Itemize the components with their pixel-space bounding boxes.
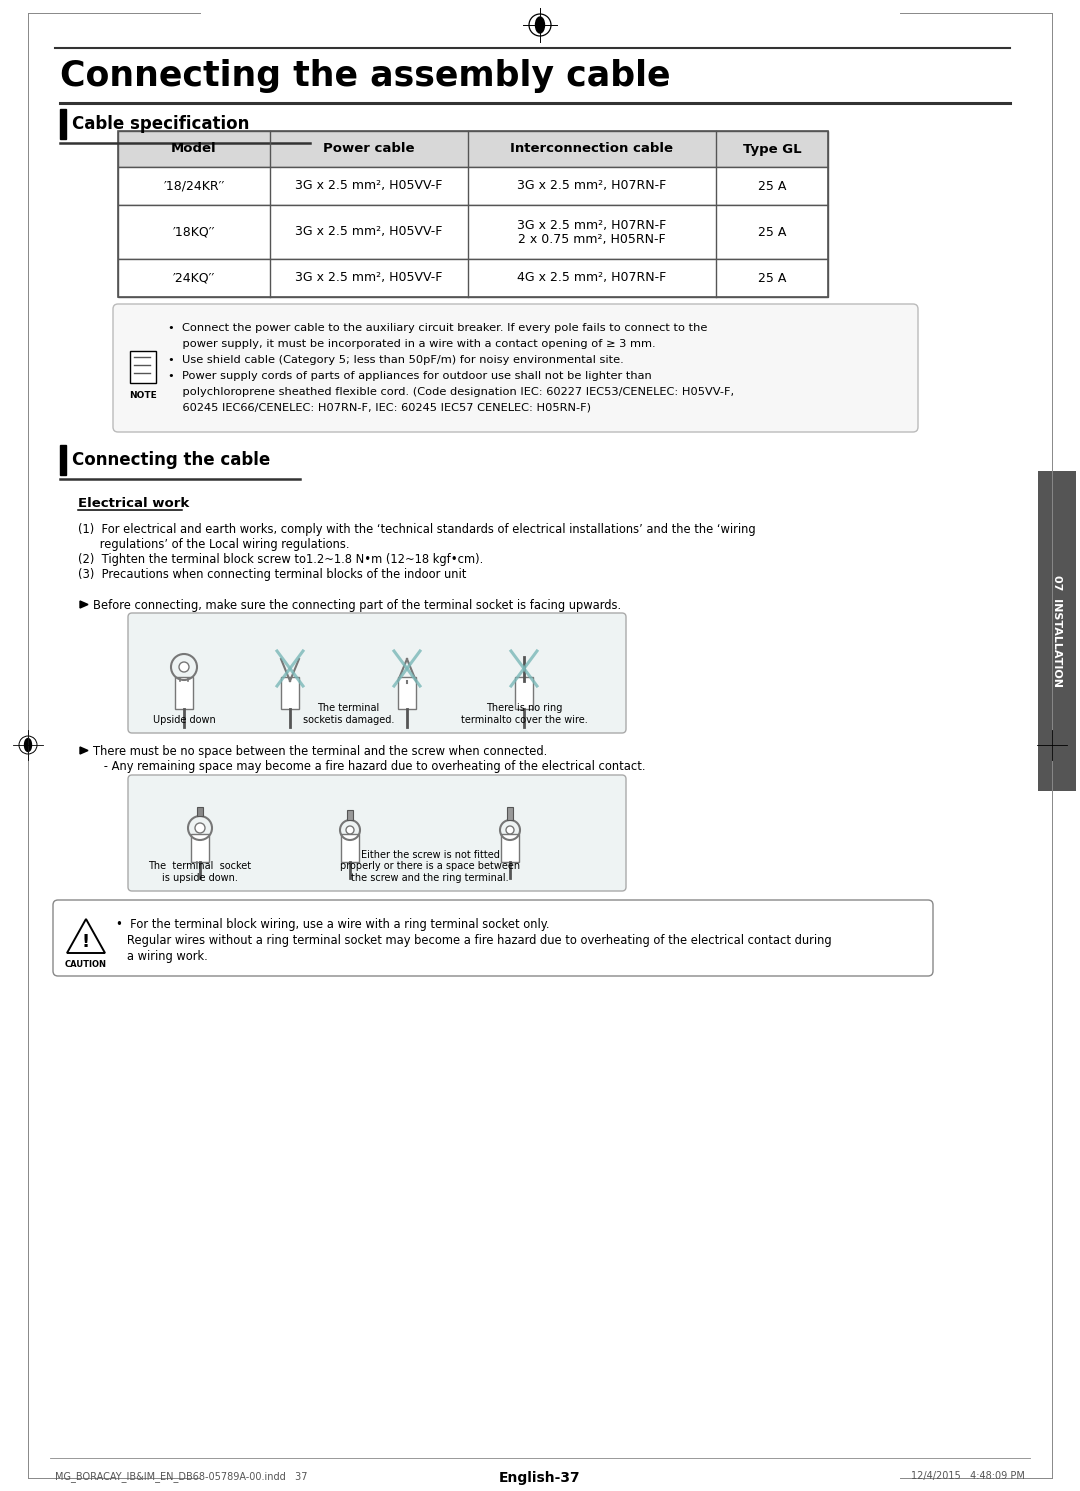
Bar [60, 109, 66, 139]
Text: 25 A: 25 A [758, 179, 786, 192]
Bar [399, 677, 416, 710]
FancyBboxPatch shape [113, 304, 918, 432]
Bar [118, 167, 828, 204]
Text: •  Power supply cords of parts of appliances for outdoor use shall not be lighte: • Power supply cords of parts of applian… [168, 371, 651, 382]
Text: ′24KQ′′: ′24KQ′′ [173, 271, 215, 285]
Bar [507, 807, 513, 820]
Text: ′18/24KR′′: ′18/24KR′′ [163, 179, 225, 192]
Text: 2 x 0.75 mm², H05RN-F: 2 x 0.75 mm², H05RN-F [518, 233, 665, 246]
Circle shape [195, 823, 205, 833]
Circle shape [179, 662, 189, 672]
Text: polychloroprene sheathed flexible cord. (Code designation IEC: 60227 IEC53/CENEL: polychloroprene sheathed flexible cord. … [168, 388, 734, 397]
Ellipse shape [536, 16, 544, 33]
Text: Connecting the assembly cable: Connecting the assembly cable [60, 60, 671, 92]
Text: 3G x 2.5 mm², H05VV-F: 3G x 2.5 mm², H05VV-F [295, 179, 443, 192]
Text: 4G x 2.5 mm², H07RN-F: 4G x 2.5 mm², H07RN-F [517, 271, 666, 285]
Circle shape [346, 826, 354, 833]
Text: Either the screw is not fitted
properly or there is a space between
the screw an: Either the screw is not fitted properly … [340, 850, 521, 883]
Text: Interconnection cable: Interconnection cable [511, 143, 674, 155]
Text: •  For the terminal block wiring, use a wire with a ring terminal socket only.: • For the terminal block wiring, use a w… [116, 918, 550, 930]
Text: Before connecting, make sure the connecting part of the terminal socket is facin: Before connecting, make sure the connect… [93, 599, 621, 611]
Text: (1)  For electrical and earth works, comply with the ‘technical standards of ele: (1) For electrical and earth works, comp… [78, 523, 756, 535]
Bar [118, 259, 828, 297]
Bar [191, 833, 210, 862]
Text: power supply, it must be incorporated in a wire with a contact opening of ≥ 3 mm: power supply, it must be incorporated in… [168, 338, 656, 349]
Bar [175, 677, 193, 710]
Bar [60, 444, 66, 476]
Bar [347, 810, 353, 820]
Text: 25 A: 25 A [758, 225, 786, 239]
Text: Power cable: Power cable [323, 143, 415, 155]
Text: 25 A: 25 A [758, 271, 786, 285]
Text: 60245 IEC66/CENELEC: H07RN-F, IEC: 60245 IEC57 CENELEC: H05RN-F): 60245 IEC66/CENELEC: H07RN-F, IEC: 60245… [168, 403, 591, 413]
Bar [130, 350, 156, 383]
Text: Cable specification: Cable specification [72, 115, 249, 133]
Text: (3)  Precautions when connecting terminal blocks of the indoor unit: (3) Precautions when connecting terminal… [78, 568, 467, 581]
Text: a wiring work.: a wiring work. [116, 950, 207, 963]
Text: NOTE: NOTE [130, 391, 157, 400]
Text: 3G x 2.5 mm², H05VV-F: 3G x 2.5 mm², H05VV-F [295, 225, 443, 239]
Ellipse shape [25, 738, 31, 751]
Text: The  terminal  socket
is upside down.: The terminal socket is upside down. [148, 862, 252, 883]
Bar [118, 131, 828, 297]
FancyBboxPatch shape [129, 613, 626, 734]
Text: Type GL: Type GL [743, 143, 801, 155]
Bar [118, 131, 828, 167]
Text: regulations’ of the Local wiring regulations.: regulations’ of the Local wiring regulat… [78, 538, 350, 552]
Text: 07  INSTALLATION: 07 INSTALLATION [1052, 576, 1062, 687]
Text: CAUTION: CAUTION [65, 960, 107, 969]
Circle shape [507, 826, 514, 833]
Text: There is no ring
terminalto cover the wire.: There is no ring terminalto cover the wi… [461, 704, 588, 725]
Bar [501, 833, 519, 862]
Text: !: ! [82, 933, 90, 951]
Text: The terminal
socketis damaged.: The terminal socketis damaged. [302, 704, 394, 725]
Text: MG_BORACAY_IB&IM_EN_DB68-05789A-00.indd   37: MG_BORACAY_IB&IM_EN_DB68-05789A-00.indd … [55, 1472, 308, 1482]
Ellipse shape [1049, 738, 1055, 751]
Bar [341, 833, 359, 862]
Text: 3G x 2.5 mm², H07RN-F: 3G x 2.5 mm², H07RN-F [517, 179, 666, 192]
Text: Connecting the cable: Connecting the cable [72, 450, 270, 470]
FancyBboxPatch shape [53, 901, 933, 977]
Bar [1038, 471, 1076, 792]
Text: 3G x 2.5 mm², H07RN-F: 3G x 2.5 mm², H07RN-F [517, 219, 666, 231]
Text: Upside down: Upside down [152, 716, 215, 725]
Bar [118, 204, 828, 259]
Text: Regular wires without a ring terminal socket may become a fire hazard due to ove: Regular wires without a ring terminal so… [116, 933, 832, 947]
Text: There must be no space between the terminal and the screw when connected.: There must be no space between the termi… [93, 746, 548, 757]
Text: Model: Model [172, 143, 217, 155]
Bar [197, 807, 203, 816]
Polygon shape [80, 747, 87, 754]
Text: •  Use shield cable (Category 5; less than 50pF/m) for noisy environmental site.: • Use shield cable (Category 5; less tha… [168, 355, 624, 365]
Text: English-37: English-37 [499, 1472, 581, 1485]
Text: (2)  Tighten the terminal block screw to1.2~1.8 N•m (12~18 kgf•cm).: (2) Tighten the terminal block screw to1… [78, 553, 483, 567]
Bar [281, 677, 299, 710]
Text: 3G x 2.5 mm², H05VV-F: 3G x 2.5 mm², H05VV-F [295, 271, 443, 285]
Bar [515, 677, 534, 710]
Text: 12/4/2015   4:48:09 PM: 12/4/2015 4:48:09 PM [912, 1472, 1025, 1481]
Text: ′18KQ′′: ′18KQ′′ [173, 225, 215, 239]
Text: •  Connect the power cable to the auxiliary circuit breaker. If every pole fails: • Connect the power cable to the auxilia… [168, 324, 707, 332]
Text: Electrical work: Electrical work [78, 497, 189, 510]
Polygon shape [80, 601, 87, 608]
FancyBboxPatch shape [129, 775, 626, 892]
Text: - Any remaining space may become a fire hazard due to overheating of the electri: - Any remaining space may become a fire … [93, 760, 646, 772]
